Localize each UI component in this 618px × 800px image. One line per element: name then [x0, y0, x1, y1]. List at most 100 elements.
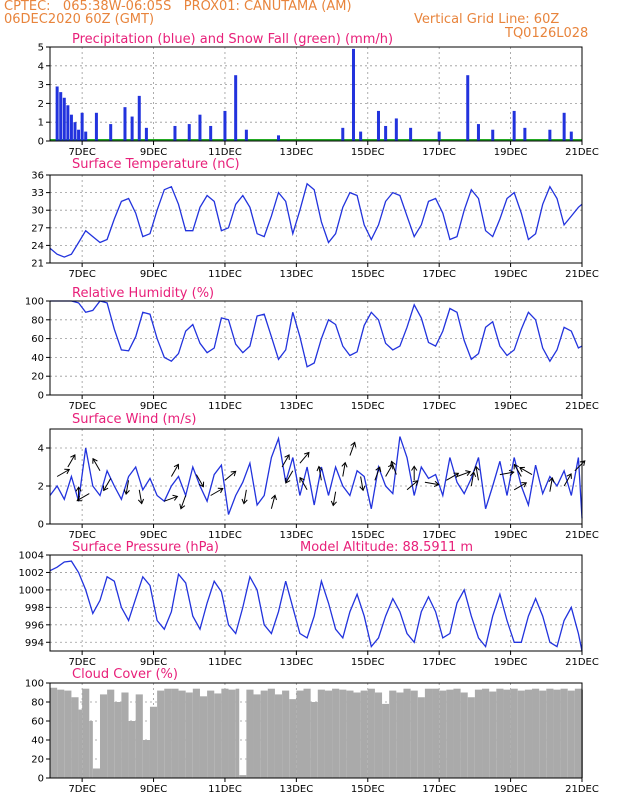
wind-arrow [390, 460, 397, 475]
x-tick-label: 13DEC [279, 784, 313, 795]
wind-arrow [76, 493, 90, 502]
cloud-bar [121, 692, 129, 778]
y-tick-label: 3 [38, 80, 44, 91]
panel-5: 994 996 998 1000 1002 1004 7DEC 9DEC 11DEC 13DEC 1… [19, 540, 599, 668]
cloud-bar [149, 706, 158, 778]
x-tick-label: 13DEC [279, 147, 313, 158]
plot-frame [49, 682, 583, 779]
cloud-bar [82, 688, 90, 778]
cloud-bar [517, 690, 525, 778]
precip-bar [409, 127, 413, 141]
y-tick-label: 5 [38, 43, 44, 54]
wind-arrow [411, 465, 418, 481]
panel-title: Precipitation (blue) and Snow Fall (gree… [72, 32, 393, 47]
x-tick-label: 17DEC [422, 401, 456, 412]
y-tick-label: 27 [31, 223, 44, 234]
y-tick-label: 80 [31, 315, 44, 326]
y-tick-label: 30 [31, 206, 44, 217]
panel-1: 0 1 2 3 4 5 7DEC 9DEC 11DEC 13DEC 15DEC 17DEC 19DEC 2… [38, 32, 599, 158]
wind-arrow [210, 487, 224, 496]
y-tick-label: 40 [31, 736, 44, 747]
precip-bar [359, 131, 363, 141]
x-tick-label: 11DEC [208, 269, 242, 280]
y-tick-label: 40 [31, 353, 44, 364]
y-tick-label: 0 [38, 520, 44, 531]
cloud-bar [296, 690, 304, 778]
precip-bar [244, 129, 248, 141]
precip-bar [130, 116, 134, 141]
precip-bar [59, 92, 63, 141]
precip-bar [137, 95, 141, 141]
x-tick-label: 15DEC [351, 784, 385, 795]
cloud-bar [221, 688, 229, 778]
panel-title: Surface Wind (m/s) [72, 412, 196, 427]
wind-arrow [513, 463, 522, 477]
cloud-bar [474, 689, 483, 778]
wind-arrow [456, 470, 472, 477]
x-tick-label: 7DEC [68, 269, 95, 280]
x-tick-label: 9DEC [140, 269, 167, 280]
precip-bar [62, 97, 66, 141]
cloud-bar [324, 690, 333, 778]
cloud-bar [460, 692, 468, 778]
precip-bar [69, 114, 73, 141]
cloud-bar [107, 689, 115, 778]
cloud-bar [346, 690, 354, 778]
precip-bar [523, 127, 527, 141]
panel-3: 0 20 40 60 80 100 7DEC 9DEC 11DEC 13DEC 15DEC 17DEC… [25, 286, 599, 412]
wind-arrow [406, 480, 419, 491]
cloud-bar [50, 687, 58, 778]
y-tick-label: 0 [38, 391, 44, 402]
wind-arrow [330, 491, 337, 507]
cloud-bar [546, 688, 554, 778]
y-tick-label: 20 [31, 372, 44, 383]
precip-bar [548, 129, 552, 141]
plot-frame [49, 300, 583, 396]
cloud-bar [99, 694, 108, 778]
series-line [49, 435, 583, 519]
cloud-bar [553, 689, 561, 778]
cloud-bar [339, 689, 347, 778]
wind-arrow [299, 476, 308, 491]
precip-bar [84, 131, 88, 141]
x-tick-label: 7DEC [68, 147, 95, 158]
y-tick-label: 1 [38, 118, 44, 129]
panel-title: Cloud Cover (%) [72, 667, 178, 682]
x-tick-label: 13DEC [279, 657, 313, 668]
x-tick-label: 17DEC [422, 269, 456, 280]
wind-arrow [349, 441, 357, 456]
wind-arrow [374, 466, 382, 481]
cloud-bar [567, 690, 575, 778]
cloud-bar [560, 688, 568, 778]
wind-arrow [359, 476, 366, 492]
wind-arrow [270, 494, 277, 509]
x-tick-label: 13DEC [279, 401, 313, 412]
cloud-bar [171, 688, 179, 778]
wind-arrow [224, 470, 237, 481]
x-tick-label: 15DEC [351, 401, 385, 412]
x-tick-label: 13DEC [279, 530, 313, 541]
x-tick-label: 17DEC [422, 147, 456, 158]
x-tick-label: 7DEC [68, 401, 95, 412]
precip-bar [437, 131, 441, 141]
y-tick-label: 21 [31, 259, 44, 270]
x-tick-label: 21DEC [565, 657, 599, 668]
wind-arrow [285, 470, 294, 484]
cloud-bar [135, 694, 143, 778]
x-tick-label: 17DEC [422, 657, 456, 668]
cloud-bar [185, 692, 193, 778]
precip-bar [512, 110, 516, 141]
panel-title: Relative Humidity (%) [72, 286, 214, 301]
cloud-bar [510, 688, 518, 778]
cloud-bar [64, 690, 72, 778]
cloud-bar [260, 690, 268, 778]
x-tick-label: 15DEC [351, 530, 385, 541]
cloud-bar [128, 721, 136, 778]
panel-4: 0 2 4 7DEC 9DEC 11DEC 13DEC 15DEC 17DEC 19DEC 21DE… [38, 412, 599, 541]
cloud-bar [89, 721, 93, 778]
cloud-bar [353, 692, 361, 778]
precip-bar [476, 124, 480, 141]
y-tick-label: 1002 [19, 568, 44, 579]
cloud-bar [267, 688, 275, 778]
y-tick-label: 998 [25, 603, 44, 614]
